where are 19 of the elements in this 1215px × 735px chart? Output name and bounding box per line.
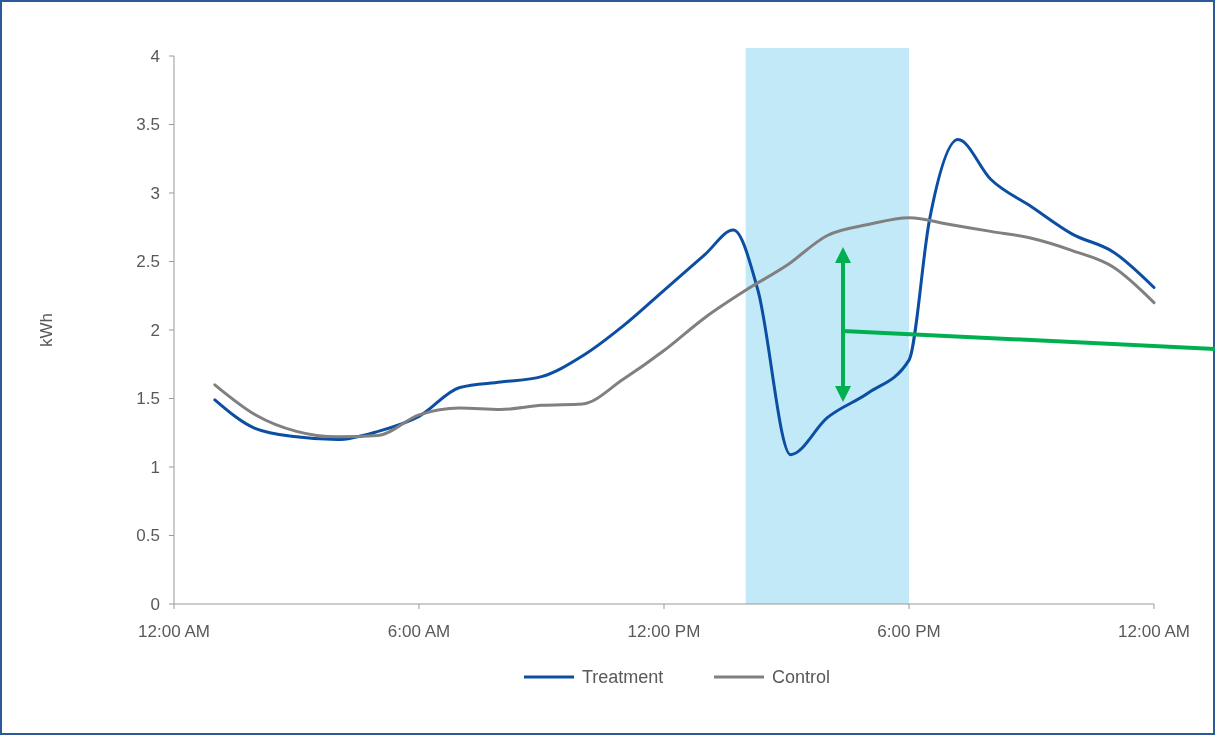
x-tick-label: 12:00 AM (1118, 622, 1190, 641)
y-tick-label: 3.5 (136, 115, 160, 135)
y-tick-label: 0.5 (136, 526, 160, 546)
legend-label: Control (772, 667, 831, 688)
legend-label: Treatment (582, 667, 664, 688)
x-tick-label: 12:00 AM (138, 622, 210, 641)
y-axis-title: kWh (37, 313, 56, 347)
x-tick-label: 6:00 AM (387, 622, 451, 641)
y-tick-label: 0 (150, 594, 160, 614)
x-tick-label: 6:00 PM (877, 622, 941, 641)
y-tick-label: 1 (150, 457, 160, 477)
line-series (213, 216, 1156, 439)
y-tick-label: 4 (150, 46, 160, 66)
y-tick-label: 3 (150, 183, 160, 203)
y-tick-label: 2.5 (136, 252, 160, 272)
x-tick-label: 12:00 PM (627, 622, 701, 641)
y-tick-label: 2 (150, 320, 160, 340)
y-tick-label: 1.5 (136, 389, 160, 409)
line-series (213, 138, 1156, 457)
